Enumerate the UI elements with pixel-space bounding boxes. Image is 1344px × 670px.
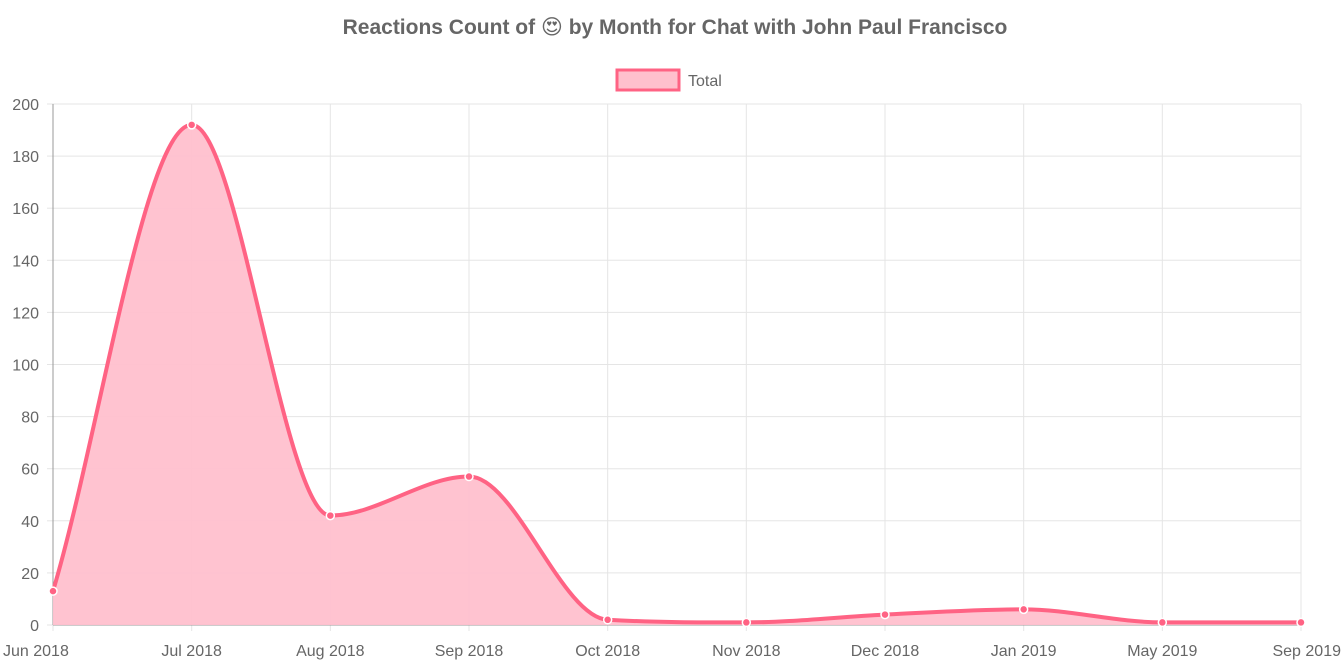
x-tick-labels: Jun 2018 Jul 2018 Aug 2018 Sep 2018 Oct 2018… bbox=[3, 643, 1341, 660]
x-tick-label: May 2019 bbox=[1127, 643, 1197, 660]
y-tick-label: 60 bbox=[21, 462, 39, 479]
x-tick-label: Sep 2019 bbox=[1272, 643, 1341, 660]
x-tick-label: Jul 2018 bbox=[161, 643, 222, 660]
data-point[interactable] bbox=[186, 120, 197, 130]
y-tick-label: 140 bbox=[12, 253, 39, 270]
chart-title: Reactions Count of 😍 by Month for Chat w… bbox=[343, 16, 1008, 39]
data-point[interactable] bbox=[602, 615, 613, 625]
legend-label-total[interactable]: Total bbox=[688, 73, 722, 90]
y-tick-label: 80 bbox=[21, 410, 39, 427]
x-tick-label: Aug 2018 bbox=[296, 643, 365, 660]
y-tick-label: 160 bbox=[12, 201, 39, 218]
legend-swatch[interactable] bbox=[615, 68, 681, 92]
x-tick-label: Jan 2019 bbox=[991, 643, 1057, 660]
y-tick-label: 180 bbox=[12, 149, 39, 166]
chart-title-suffix: by Month for Chat with John Paul Francis… bbox=[569, 16, 1008, 39]
legend[interactable]: Total bbox=[615, 68, 722, 92]
y-tick-label: 120 bbox=[12, 305, 39, 322]
series-area bbox=[51, 122, 1303, 625]
chart-title-emoji-text: 😍 bbox=[541, 16, 563, 39]
series-area-fill bbox=[53, 124, 1301, 625]
x-tick-label: Nov 2018 bbox=[712, 643, 781, 660]
x-tick-label: Sep 2018 bbox=[435, 643, 504, 660]
data-point[interactable] bbox=[48, 586, 58, 596]
x-tick-label: Oct 2018 bbox=[575, 643, 640, 660]
data-points bbox=[48, 120, 1306, 628]
data-point[interactable] bbox=[464, 471, 474, 482]
data-point[interactable] bbox=[880, 609, 890, 620]
y-tick-labels: 0 20 40 60 80 100 120 140 160 180 200 bbox=[12, 97, 39, 635]
data-point[interactable] bbox=[1296, 617, 1306, 628]
y-tick-label: 100 bbox=[12, 358, 39, 375]
chart-title-prefix: Reactions Count of bbox=[343, 16, 537, 39]
y-tick-label: 20 bbox=[21, 566, 39, 583]
y-tick-label: 0 bbox=[30, 618, 39, 635]
data-point[interactable] bbox=[1018, 604, 1029, 615]
data-point[interactable] bbox=[1157, 617, 1168, 628]
data-point[interactable] bbox=[325, 510, 336, 521]
x-tick-label: Jun 2018 bbox=[3, 643, 69, 660]
y-tick-label: 40 bbox=[21, 514, 39, 531]
y-tick-label: 200 bbox=[12, 97, 39, 114]
x-tick-label: Dec 2018 bbox=[851, 643, 920, 660]
data-point[interactable] bbox=[741, 617, 752, 628]
